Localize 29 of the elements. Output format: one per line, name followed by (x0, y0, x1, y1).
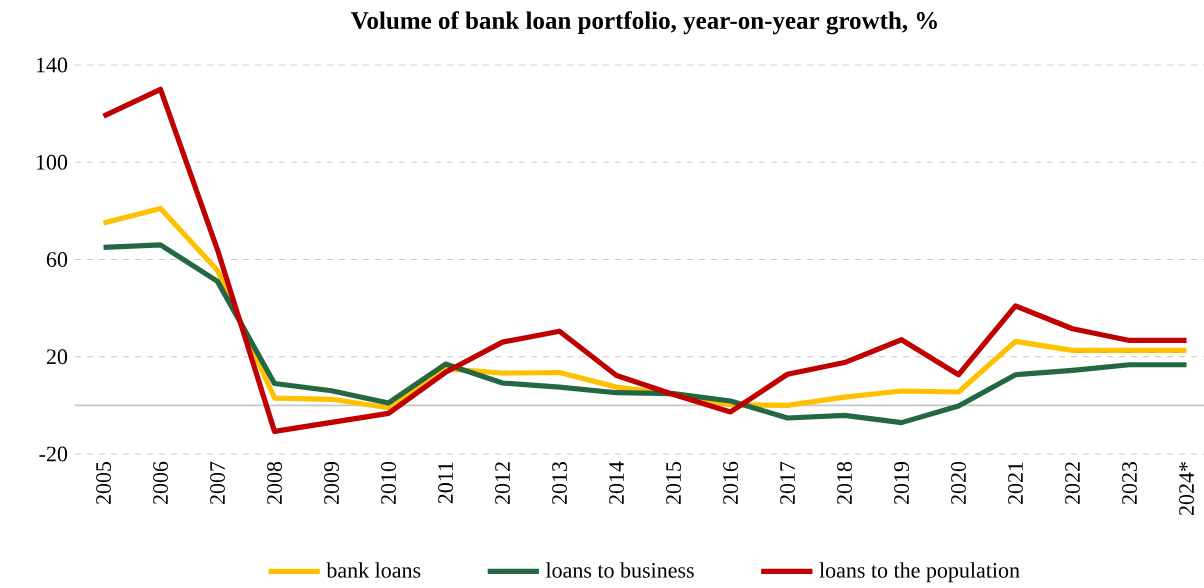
x-tick-label: 2005 (96, 461, 111, 505)
y-tick-label: 60 (46, 252, 68, 267)
x-tick-label: 2016 (723, 461, 738, 505)
x-tick-label: 2019 (894, 461, 909, 505)
chart-title: Volume of bank loan portfolio, year-on-year growth, % (350, 11, 937, 35)
legend-label: bank loans (326, 562, 421, 578)
x-tick-label: 2009 (324, 461, 339, 505)
x-tick-label: 2012 (495, 462, 510, 505)
x-tick-label: 2013 (552, 461, 567, 505)
x-tick-label: 2014 (609, 461, 624, 505)
x-tick-label: 2022 (1065, 462, 1080, 505)
x-tick-label: 2015 (666, 461, 681, 505)
x-tick-label: 2018 (837, 461, 852, 505)
x-tick-label: 2010 (381, 461, 396, 505)
y-tick-label: -20 (39, 446, 68, 462)
y-tick-label: 100 (36, 154, 68, 170)
y-tick-label: 140 (36, 57, 68, 73)
x-tick-label: 2007 (210, 461, 225, 505)
x-tick-label: 2021 (1008, 462, 1023, 505)
legend-label: loans to the population (819, 562, 1020, 583)
x-tick-label: 2020 (951, 461, 966, 505)
y-tick-label: 20 (46, 349, 68, 365)
x-tick-label: 2017 (780, 461, 795, 505)
x-tick-label: 2008 (267, 461, 282, 505)
x-tick-label: 2023 (1122, 461, 1137, 505)
x-tick-label: 2011 (438, 462, 453, 504)
x-tick-label: 2006 (153, 461, 168, 505)
legend-label: loans to business (545, 562, 694, 578)
x-tick-label: 2024* (1179, 462, 1194, 516)
